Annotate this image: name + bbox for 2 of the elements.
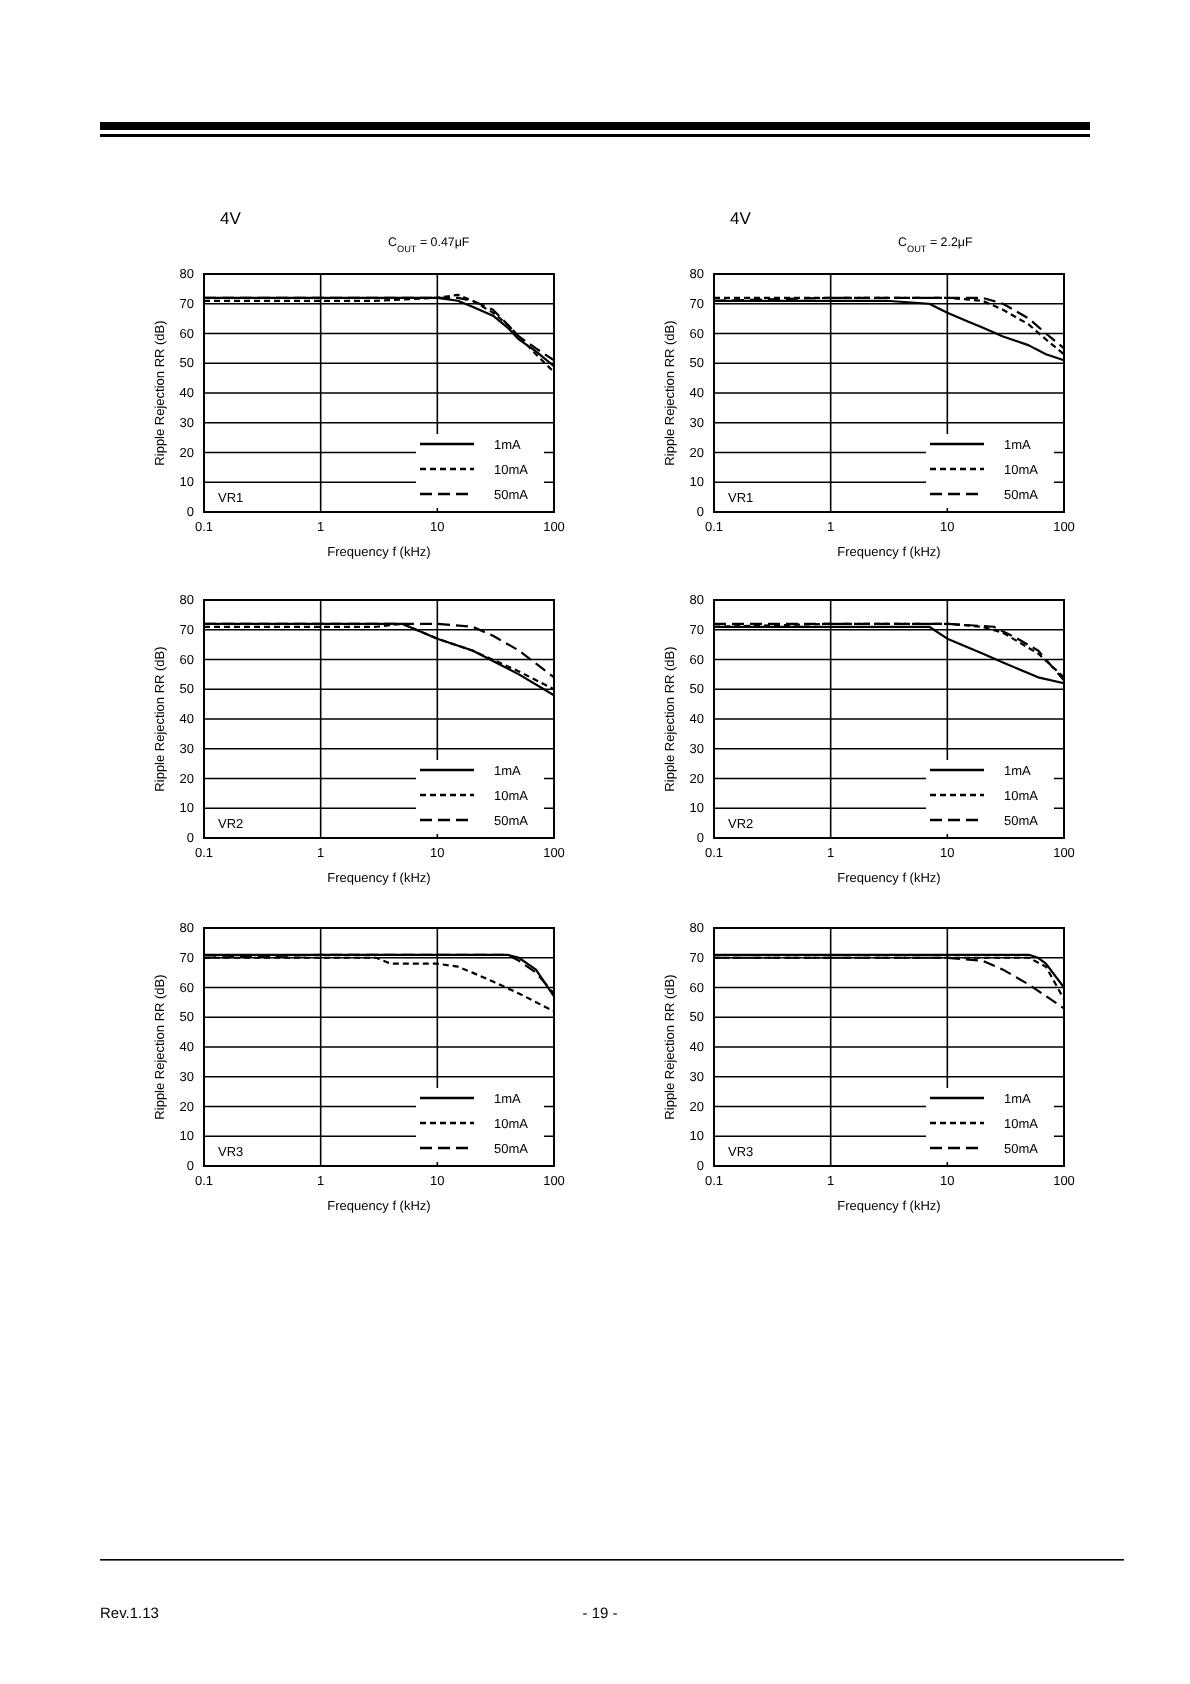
chart-title: 4V bbox=[730, 208, 752, 228]
chart-title: 4V bbox=[220, 208, 242, 228]
